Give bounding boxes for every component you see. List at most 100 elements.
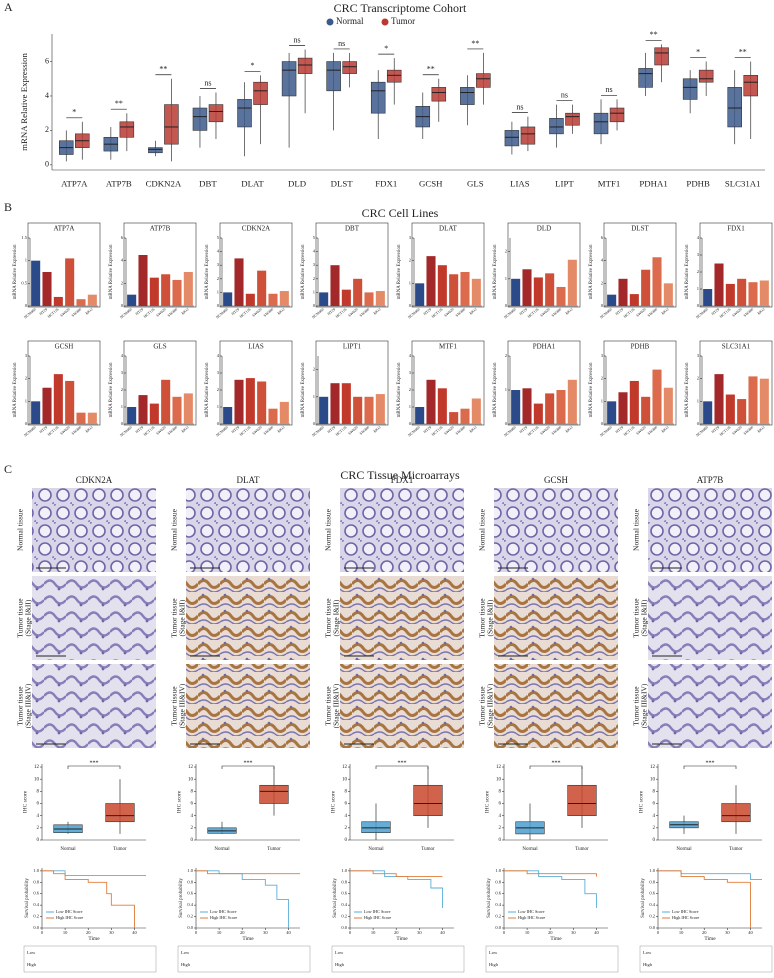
y-tick-label: 0.2 xyxy=(341,914,347,919)
bar xyxy=(714,263,724,306)
y-tick-label: 4 xyxy=(191,814,194,819)
x-tick-label: NCM460 xyxy=(695,425,709,437)
y-tick-label: 3 xyxy=(313,262,316,267)
tissue-row-label: (Stage III&IV) xyxy=(640,683,649,728)
y-tick-label: 2 xyxy=(601,376,603,381)
y-tick-label: 2 xyxy=(409,258,411,263)
x-tick-label: DBT xyxy=(199,178,217,188)
x-tick-label: NCM460 xyxy=(407,307,421,319)
x-tick-label: HT29 xyxy=(39,425,48,434)
x-tick-label: RKO xyxy=(661,307,670,315)
x-tick-label: SW620 xyxy=(252,425,263,435)
x-tick-label: RKO xyxy=(181,307,190,315)
y-tick-label: 0.8 xyxy=(649,879,655,884)
x-tick-label: 20 xyxy=(240,930,245,935)
chart-title: DLST xyxy=(631,225,649,233)
x-tick-label: HCT116 xyxy=(335,307,348,319)
y-tick-label: 2 xyxy=(25,376,27,381)
x-tick-label: Tumor xyxy=(575,847,589,852)
x-tick-label: SW620 xyxy=(60,307,71,317)
chart-frame xyxy=(27,340,101,426)
x-tick-label: NCM460 xyxy=(119,425,133,437)
y-tick-label: 2 xyxy=(499,826,502,831)
y-tick-label: 4 xyxy=(37,814,40,819)
bar xyxy=(437,388,447,424)
bar xyxy=(257,381,267,424)
ihc-image xyxy=(340,488,464,572)
bar xyxy=(127,294,137,306)
box xyxy=(431,87,447,102)
y-tick-label: 6 xyxy=(191,802,194,807)
x-tick-label: Tumor xyxy=(113,847,127,852)
bar xyxy=(87,412,97,424)
x-tick-label: PDHB xyxy=(686,178,710,188)
y-tick-label: 1 xyxy=(121,404,123,409)
risk-group: High xyxy=(643,962,653,967)
x-tick-label: RKO xyxy=(565,425,574,433)
bar xyxy=(652,369,662,424)
tissue-gene: DLAT xyxy=(237,475,260,485)
bar xyxy=(748,282,758,306)
y-tick-label: 0.4 xyxy=(187,902,193,907)
x-tick-label: NCM460 xyxy=(599,307,613,319)
y-tick-label: 6 xyxy=(121,235,124,240)
box xyxy=(342,61,357,74)
survival-curve xyxy=(504,870,597,877)
y-tick-label: 1.0 xyxy=(187,868,193,873)
x-tick-label: RKO xyxy=(277,425,286,433)
y-tick-label: 2 xyxy=(697,269,699,274)
x-tick-label: HT29 xyxy=(231,425,240,434)
sig-bracket xyxy=(221,765,275,769)
y-axis-label: IHC score xyxy=(484,790,490,813)
bar xyxy=(279,291,289,306)
y-tick-label: 0.0 xyxy=(33,925,39,930)
x-tick-label: 10 xyxy=(371,930,376,935)
x-tick-label: 30 xyxy=(571,930,576,935)
bar xyxy=(375,291,385,306)
risk-group: Low xyxy=(335,950,344,955)
x-tick-label: SW480 xyxy=(455,425,466,435)
y-tick-label: 0 xyxy=(45,160,49,169)
bar xyxy=(460,408,470,424)
y-tick-label: 1.0 xyxy=(495,868,501,873)
y-axis-label: mRNA Relative Expression xyxy=(685,244,690,299)
y-tick-label: 8 xyxy=(37,790,40,795)
chart-frame xyxy=(699,340,773,426)
chart-title: CDKN2A xyxy=(242,225,270,233)
y-tick-label: 6 xyxy=(499,802,502,807)
y-tick-label: 0.6 xyxy=(495,891,501,896)
x-tick-label: RKO xyxy=(565,307,574,315)
ihc-image xyxy=(494,576,618,660)
y-axis-label: IHC score xyxy=(638,790,644,813)
x-tick-label: 10 xyxy=(525,930,530,935)
risk-group: Low xyxy=(643,950,652,955)
y-tick-label: 0 xyxy=(697,303,700,308)
y-tick-label: 1 xyxy=(217,289,219,294)
y-tick-label: 0.2 xyxy=(187,914,193,919)
bar xyxy=(725,283,735,306)
x-tick-label: NCM460 xyxy=(311,425,325,437)
y-tick-label: 4 xyxy=(121,258,124,263)
bar xyxy=(65,258,75,306)
y-tick-label: 1 xyxy=(313,289,315,294)
chart-frame xyxy=(315,340,389,426)
sig-label: ns xyxy=(561,90,568,99)
chart-frame xyxy=(699,222,773,308)
bar xyxy=(629,294,639,306)
x-tick-label: NCM460 xyxy=(119,307,133,319)
x-tick-label: NCM460 xyxy=(599,425,613,437)
y-tick-label: 12 xyxy=(34,765,40,770)
bar xyxy=(330,383,340,424)
x-tick-label: SW620 xyxy=(156,307,167,317)
x-tick-label: HT29 xyxy=(519,307,528,316)
tissue-row-label: (Stage III&IV) xyxy=(486,683,495,728)
bar xyxy=(748,376,758,424)
x-tick-label: Normal xyxy=(214,847,230,852)
y-tick-label: 2 xyxy=(505,353,507,358)
y-tick-label: 2 xyxy=(313,276,315,281)
y-tick-label: 2 xyxy=(191,826,194,831)
sig-label: ** xyxy=(159,65,167,74)
chart-title: PDHA1 xyxy=(533,343,556,351)
box xyxy=(721,803,751,823)
box xyxy=(682,78,698,100)
